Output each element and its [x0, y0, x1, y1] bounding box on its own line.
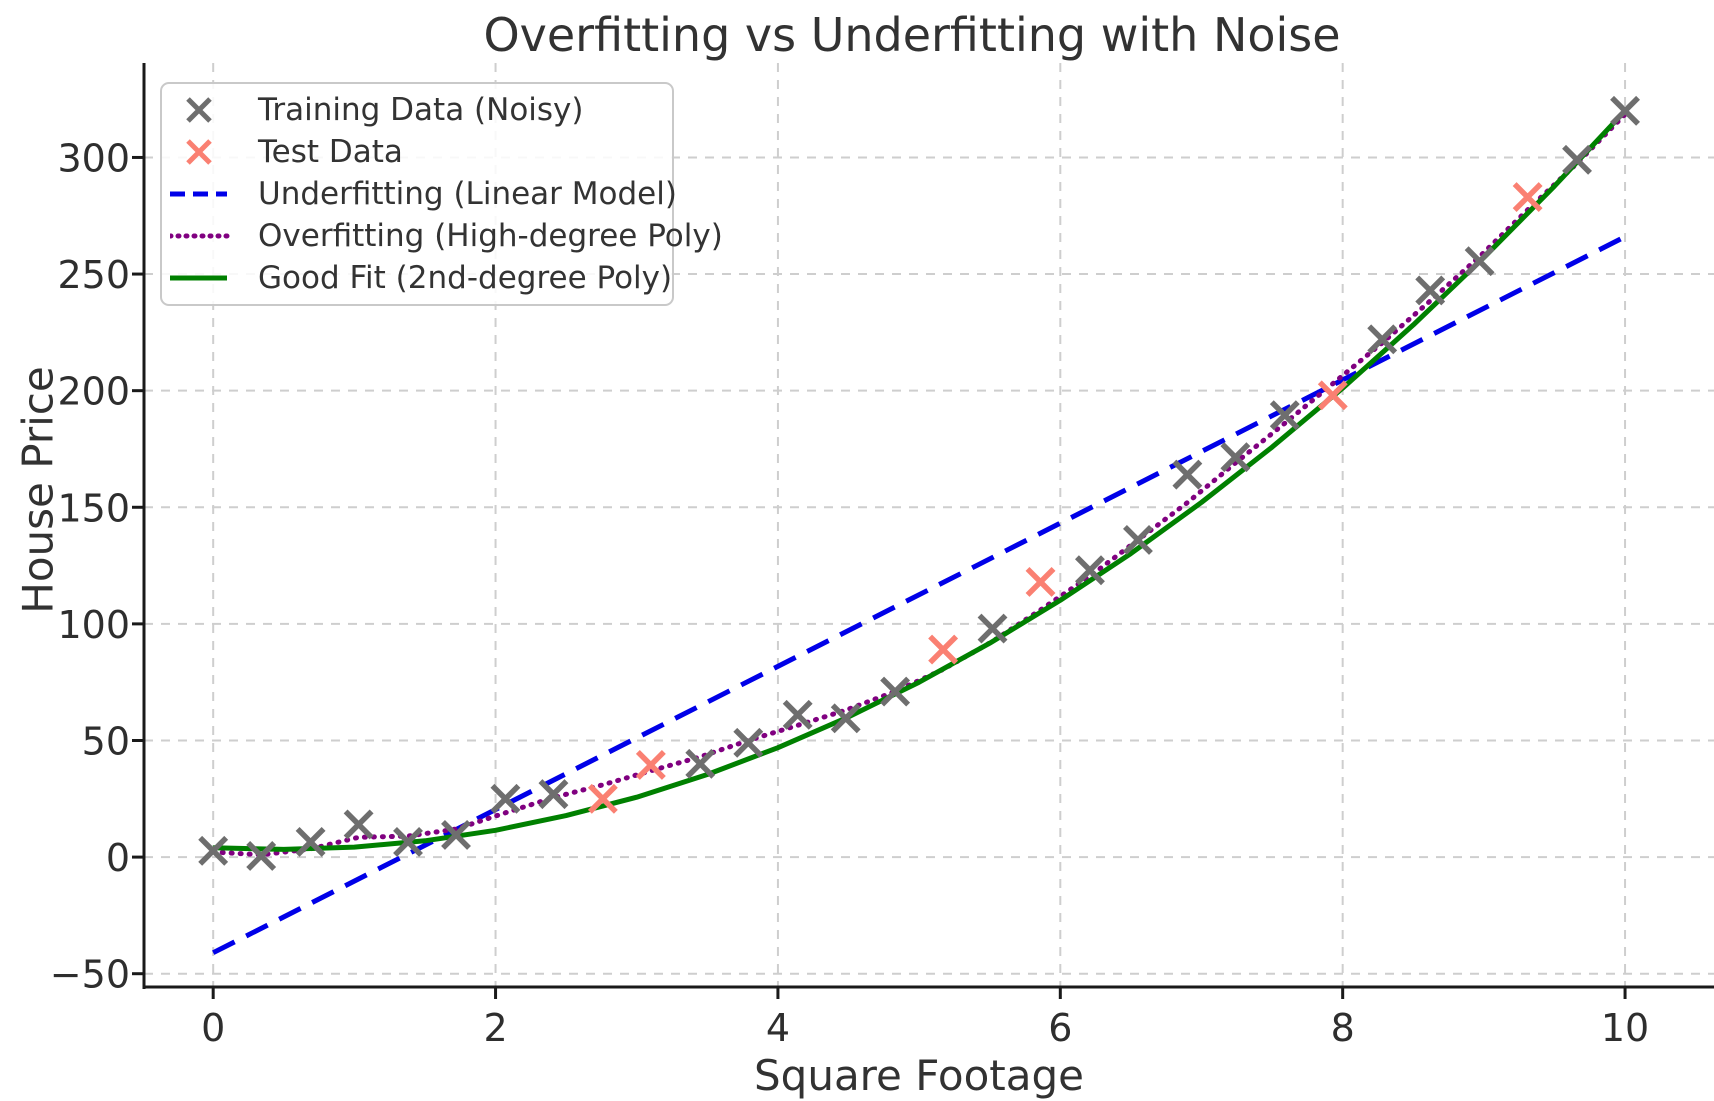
x-marker	[685, 748, 716, 779]
x-marker	[1172, 459, 1203, 490]
test-points	[587, 182, 1543, 814]
x-marker	[393, 826, 423, 857]
x-marker	[928, 634, 959, 665]
y-tick-label: 150	[57, 486, 130, 530]
x-tick-label: 4	[766, 1006, 790, 1050]
y-tick-label: 250	[57, 253, 130, 297]
x-marker	[1269, 400, 1300, 431]
x-marker	[1610, 95, 1640, 126]
x-marker	[1025, 566, 1056, 597]
legend: Training Data (Noisy) Test Data Underfit…	[160, 82, 723, 306]
dotted-line-swatch	[170, 233, 230, 239]
x-marker	[1415, 275, 1446, 306]
x-tick-label: 10	[1601, 1006, 1649, 1050]
tick-labels: 0 2 4 6 8 10 −50 0 50 100 150 200 250 300	[50, 136, 1649, 1050]
training-x-marker-swatch	[186, 97, 212, 123]
x-axis-label: Square Footage	[754, 1051, 1084, 1100]
y-tick-label: 0	[106, 836, 130, 880]
x-marker	[490, 783, 521, 814]
x-marker	[198, 835, 229, 866]
test-x-marker-swatch	[186, 139, 212, 165]
x-marker	[1512, 182, 1543, 213]
x-marker	[1123, 524, 1153, 555]
x-marker	[1562, 144, 1592, 175]
legend-item-training-data: Training Data (Noisy)	[162, 90, 672, 130]
x-marker	[538, 779, 569, 810]
x-marker	[635, 750, 666, 780]
x-marker	[1367, 324, 1398, 355]
legend-item-good-fit: Good Fit (2nd-degree Poly)	[162, 258, 672, 298]
x-marker	[880, 676, 911, 707]
legend-label-good-fit: Good Fit (2nd-degree Poly)	[258, 260, 673, 296]
legend-item-overfitting: Overfitting (High-degree Poly)	[162, 216, 723, 256]
x-marker	[782, 699, 813, 730]
x-marker	[246, 840, 277, 871]
x-marker	[1317, 380, 1348, 411]
legend-label-test-data: Test Data	[258, 134, 403, 170]
legend-label-training-data: Training Data (Noisy)	[258, 92, 584, 128]
y-tick-label: 50	[82, 719, 130, 763]
dashed-line-swatch	[170, 191, 227, 197]
x-marker	[343, 809, 374, 840]
x-marker	[830, 703, 861, 734]
chart-title: Overfitting vs Underfitting with Noise	[483, 8, 1341, 62]
y-tick-label: 300	[57, 136, 130, 180]
x-marker	[1075, 555, 1105, 586]
legend-label-overfitting: Overfitting (High-degree Poly)	[258, 218, 723, 254]
tick-marks	[132, 155, 1627, 999]
training-points	[198, 95, 1640, 871]
y-tick-label: 100	[57, 603, 130, 647]
x-marker	[441, 819, 471, 850]
legend-item-test-data: Test Data	[162, 132, 672, 172]
y-tick-label: 200	[57, 370, 130, 414]
x-marker	[587, 783, 618, 814]
x-marker	[295, 826, 326, 857]
solid-line-swatch	[170, 275, 227, 281]
x-tick-label: 8	[1331, 1006, 1355, 1050]
axes-spines	[142, 63, 1714, 989]
legend-label-underfitting: Underfitting (Linear Model)	[258, 176, 677, 212]
x-tick-label: 0	[201, 1006, 225, 1050]
x-marker	[733, 727, 764, 758]
y-axis-label: House Price	[13, 366, 63, 614]
x-marker	[1220, 442, 1251, 473]
x-marker	[977, 613, 1008, 644]
y-tick-label: −50	[50, 953, 130, 997]
dashed-model-line	[212, 234, 1627, 955]
legend-item-underfitting: Underfitting (Linear Model)	[162, 174, 677, 214]
x-tick-label: 6	[1048, 1006, 1072, 1050]
x-marker	[1464, 246, 1495, 277]
x-tick-label: 2	[483, 1006, 507, 1050]
